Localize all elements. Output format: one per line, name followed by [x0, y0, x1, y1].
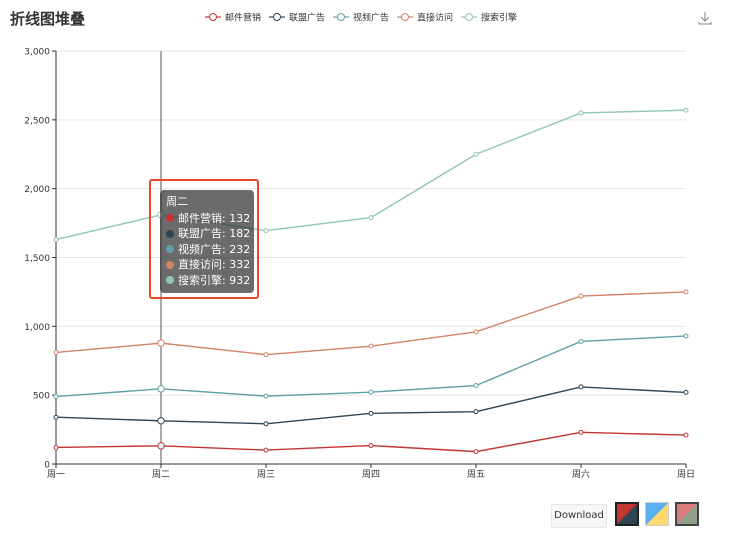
data-point	[157, 417, 165, 425]
data-point	[578, 384, 584, 390]
data-point	[578, 338, 584, 344]
tooltip-row-label: 直接访问: 332	[178, 258, 251, 271]
legend-item-label[interactable]: 联盟广告	[289, 12, 325, 24]
tooltip-dot-icon	[166, 245, 174, 253]
x-tick-label: 周一	[47, 469, 65, 480]
y-tick-label: 1,000	[24, 323, 50, 333]
data-point	[53, 394, 59, 400]
data-point	[368, 389, 374, 395]
tooltip-row-label: 搜索引擎: 932	[178, 273, 251, 287]
y-tick-label: 2,000	[24, 185, 50, 195]
x-tick-label: 周日	[677, 469, 695, 480]
tooltip-dot-icon	[166, 214, 174, 222]
data-point	[683, 389, 689, 395]
tooltip-dot-icon	[166, 260, 174, 269]
data-point	[53, 237, 59, 243]
tooltip-highlight-box	[149, 179, 259, 299]
x-tick-label: 周三	[257, 469, 275, 480]
download-icon[interactable]	[697, 10, 713, 26]
y-tick-label: 1,500	[24, 254, 50, 264]
y-tick-label: 2,500	[24, 116, 50, 126]
data-point	[683, 333, 689, 339]
tooltip-dot-icon	[166, 276, 174, 284]
tooltip-row: 视频广告: 232	[166, 242, 251, 258]
data-point	[578, 293, 584, 299]
download-button[interactable]: Download	[551, 504, 607, 528]
data-point	[53, 414, 59, 420]
series-line-1	[55, 431, 687, 453]
data-point	[578, 429, 584, 435]
data-point	[473, 409, 479, 415]
legend-item-label[interactable]: 直接访问	[417, 12, 453, 24]
legend-item-label[interactable]: 邮件营销	[225, 12, 261, 24]
tooltip-header: 周二	[166, 195, 188, 208]
data-point	[473, 151, 479, 157]
x-tick-label: 周六	[572, 468, 590, 480]
data-point	[368, 343, 374, 349]
data-point	[263, 421, 269, 427]
data-point	[263, 393, 269, 399]
x-tick-label: 周二	[152, 469, 170, 480]
x-tick-label: 周五	[467, 469, 485, 480]
tooltip-row-label: 视频广告: 232	[178, 242, 251, 256]
data-point	[473, 383, 479, 389]
data-point	[368, 215, 374, 221]
theme-swatch-blue-yellow[interactable]	[645, 502, 669, 526]
legend-marker-icon	[273, 13, 281, 21]
data-point	[53, 349, 59, 355]
data-point	[473, 449, 479, 455]
data-point	[683, 107, 689, 113]
tooltip-row: 邮件营销: 132	[166, 211, 251, 227]
x-tick-label: 周四	[362, 469, 380, 480]
tooltip-row: 搜索引擎: 932	[166, 273, 251, 289]
data-point	[368, 443, 374, 449]
data-point	[157, 385, 165, 393]
tooltip-row-label: 邮件营销: 132	[178, 211, 251, 225]
legend-item-label[interactable]: 搜索引擎	[481, 12, 517, 24]
data-point	[368, 410, 374, 416]
data-point	[263, 447, 269, 453]
data-point	[683, 432, 689, 438]
tooltip-row: 联盟广告: 182	[166, 226, 251, 242]
y-tick-label: 3,000	[24, 48, 50, 58]
data-point	[263, 228, 269, 234]
legend-item-label[interactable]: 视频广告	[353, 12, 389, 24]
tooltip-row: 直接访问: 332	[166, 257, 251, 273]
y-tick-label: 500	[33, 392, 50, 402]
tooltip: 周二 邮件营销: 132 联盟广告: 182 视频广告: 232 直接访问: 332 搜…	[160, 190, 254, 293]
chart-title: 折线图堆叠	[10, 10, 86, 28]
tooltip-row-label: 联盟广告: 182	[178, 227, 251, 240]
data-point	[473, 329, 479, 335]
tooltip-dot-icon	[166, 229, 174, 238]
legend-marker-icon	[401, 13, 409, 21]
data-point	[578, 110, 584, 116]
legend-marker-icon	[337, 13, 345, 21]
legend-marker-icon	[465, 13, 473, 21]
theme-swatch-dark-red[interactable]	[615, 502, 639, 526]
data-point	[683, 289, 689, 295]
data-point	[157, 339, 165, 347]
data-point	[53, 444, 59, 450]
theme-swatch-rose-gray[interactable]	[675, 502, 699, 526]
data-point	[263, 352, 269, 358]
y-tick-label: 0	[44, 461, 50, 471]
data-point	[157, 442, 165, 450]
legend-marker-icon	[209, 13, 217, 21]
